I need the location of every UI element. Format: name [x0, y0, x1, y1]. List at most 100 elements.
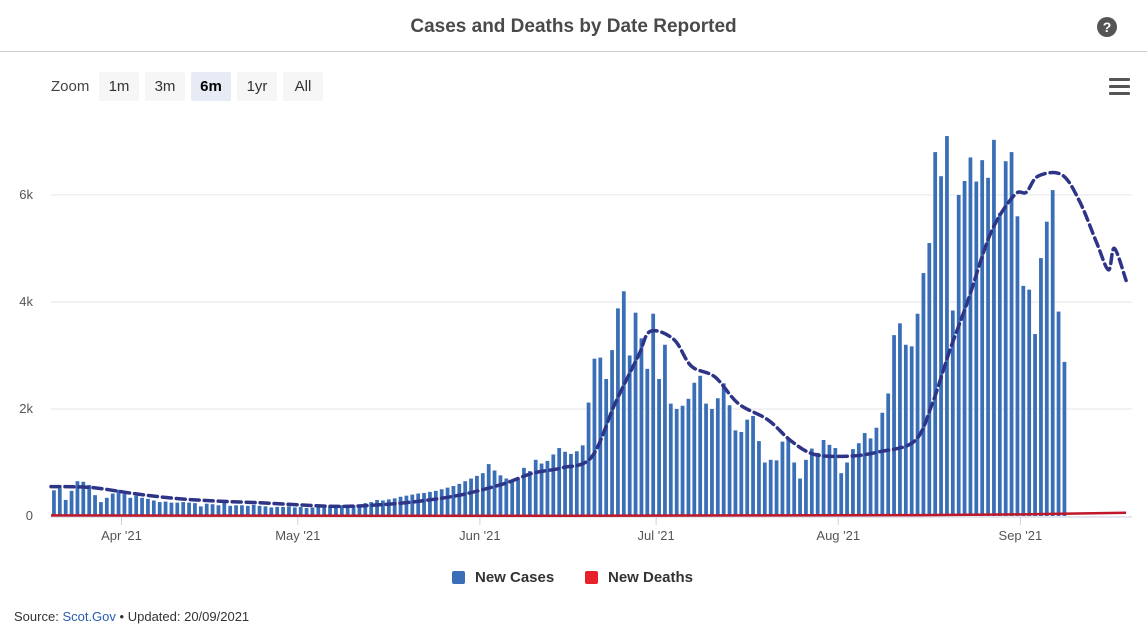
case-bar: [281, 506, 285, 516]
case-bar: [81, 481, 86, 516]
case-bar: [927, 243, 932, 516]
source-link[interactable]: Scot.Gov: [62, 609, 116, 624]
case-bar: [416, 493, 421, 516]
case-bar: [792, 462, 797, 516]
case-bar: [751, 415, 755, 516]
case-bar: [392, 498, 397, 516]
case-bar: [892, 335, 896, 516]
case-bar: [480, 473, 485, 516]
case-bar: [334, 504, 338, 516]
case-bar: [639, 338, 644, 516]
case-bar: [880, 412, 885, 516]
case-bar: [169, 502, 174, 516]
case-bar: [804, 459, 808, 516]
case-bar: [527, 471, 532, 516]
case-bar: [375, 499, 379, 516]
x-tick-label: Jun '21: [459, 528, 501, 543]
x-tick-label: Jul '21: [638, 528, 675, 543]
legend-item-new-cases[interactable]: New Cases: [452, 569, 554, 586]
hamburger-menu-icon[interactable]: [1109, 78, 1130, 95]
zoom-6m-button[interactable]: 6m: [191, 72, 231, 101]
chart-plot: 0 2k 4k 6k Apr '21 May '21 Jun '21 Jul '21 Aug '…: [19, 136, 1132, 543]
case-bar: [950, 310, 955, 516]
case-bar: [956, 194, 961, 517]
legend-label-cases: New Cases: [475, 569, 555, 586]
case-bar: [204, 503, 209, 516]
case-bar: [674, 408, 679, 516]
case-bar: [680, 405, 685, 516]
case-bar: [263, 506, 268, 516]
case-bar: [369, 502, 374, 516]
case-bar: [563, 451, 567, 516]
case-bar: [845, 462, 849, 516]
case-bar: [862, 433, 867, 516]
legend-swatch-cases: [452, 571, 465, 584]
case-bar: [187, 502, 191, 516]
y-tick-label: 2k: [19, 401, 33, 416]
case-bar: [522, 467, 526, 516]
case-bar: [386, 499, 391, 516]
case-bar: [93, 495, 97, 516]
case-bar: [868, 438, 873, 516]
case-bar: [275, 506, 280, 516]
case-bar: [516, 479, 520, 516]
case-bar: [422, 492, 426, 516]
case-bar: [704, 403, 708, 516]
source-prefix: Source:: [14, 609, 59, 624]
case-bar: [257, 505, 262, 516]
case-bar: [733, 430, 738, 516]
case-bar: [439, 489, 444, 516]
case-bar: [110, 493, 115, 516]
x-tick-label: Aug '21: [816, 528, 860, 543]
case-bar: [968, 157, 973, 516]
case-bar: [175, 502, 180, 516]
case-bar: [569, 453, 573, 516]
case-bar: [839, 473, 844, 516]
case-bar: [322, 506, 327, 516]
case-bar: [122, 494, 127, 516]
case-bar: [909, 346, 914, 516]
case-bar: [903, 344, 908, 516]
case-bar: [898, 323, 902, 516]
legend: New Cases New Deaths: [0, 569, 1147, 589]
chart-header: Cases and Deaths by Date Reported ?: [0, 0, 1147, 52]
case-bar: [851, 449, 855, 516]
case-bar: [551, 454, 556, 516]
case-bar: [1039, 258, 1043, 516]
case-bar: [856, 443, 861, 516]
case-bar: [986, 177, 990, 517]
case-bar: [298, 506, 303, 516]
zoom-all-button[interactable]: All: [283, 72, 323, 101]
source-updated: Updated: 20/09/2021: [127, 609, 250, 624]
legend-item-new-deaths[interactable]: New Deaths: [585, 569, 693, 586]
case-bar: [592, 358, 597, 516]
zoom-1m-button[interactable]: 1m: [99, 72, 139, 101]
case-bar: [621, 291, 626, 516]
case-bar: [457, 483, 462, 516]
case-bar: [727, 405, 732, 516]
case-bar: [921, 273, 926, 516]
case-bar: [616, 308, 620, 516]
case-bar: [345, 505, 350, 516]
zoom-1yr-button[interactable]: 1yr: [237, 72, 277, 101]
case-bar: [357, 504, 362, 516]
case-bar: [104, 497, 109, 516]
x-tick-label: Apr '21: [101, 528, 142, 543]
case-bar: [1015, 216, 1020, 516]
case-bar: [980, 160, 985, 516]
case-bar: [545, 460, 550, 516]
case-bar: [692, 382, 697, 516]
help-icon[interactable]: ?: [1097, 17, 1117, 37]
case-bar: [1050, 190, 1055, 516]
case-bar: [222, 502, 227, 516]
case-bar: [833, 448, 838, 516]
case-bar: [663, 344, 667, 516]
case-bar: [398, 496, 403, 516]
case-bar: [686, 398, 691, 516]
case-bar: [251, 504, 256, 516]
case-bar: [492, 470, 497, 516]
zoom-3m-button[interactable]: 3m: [145, 72, 185, 101]
legend-label-deaths: New Deaths: [608, 569, 694, 586]
case-bar: [939, 176, 943, 516]
case-bar: [504, 478, 509, 516]
